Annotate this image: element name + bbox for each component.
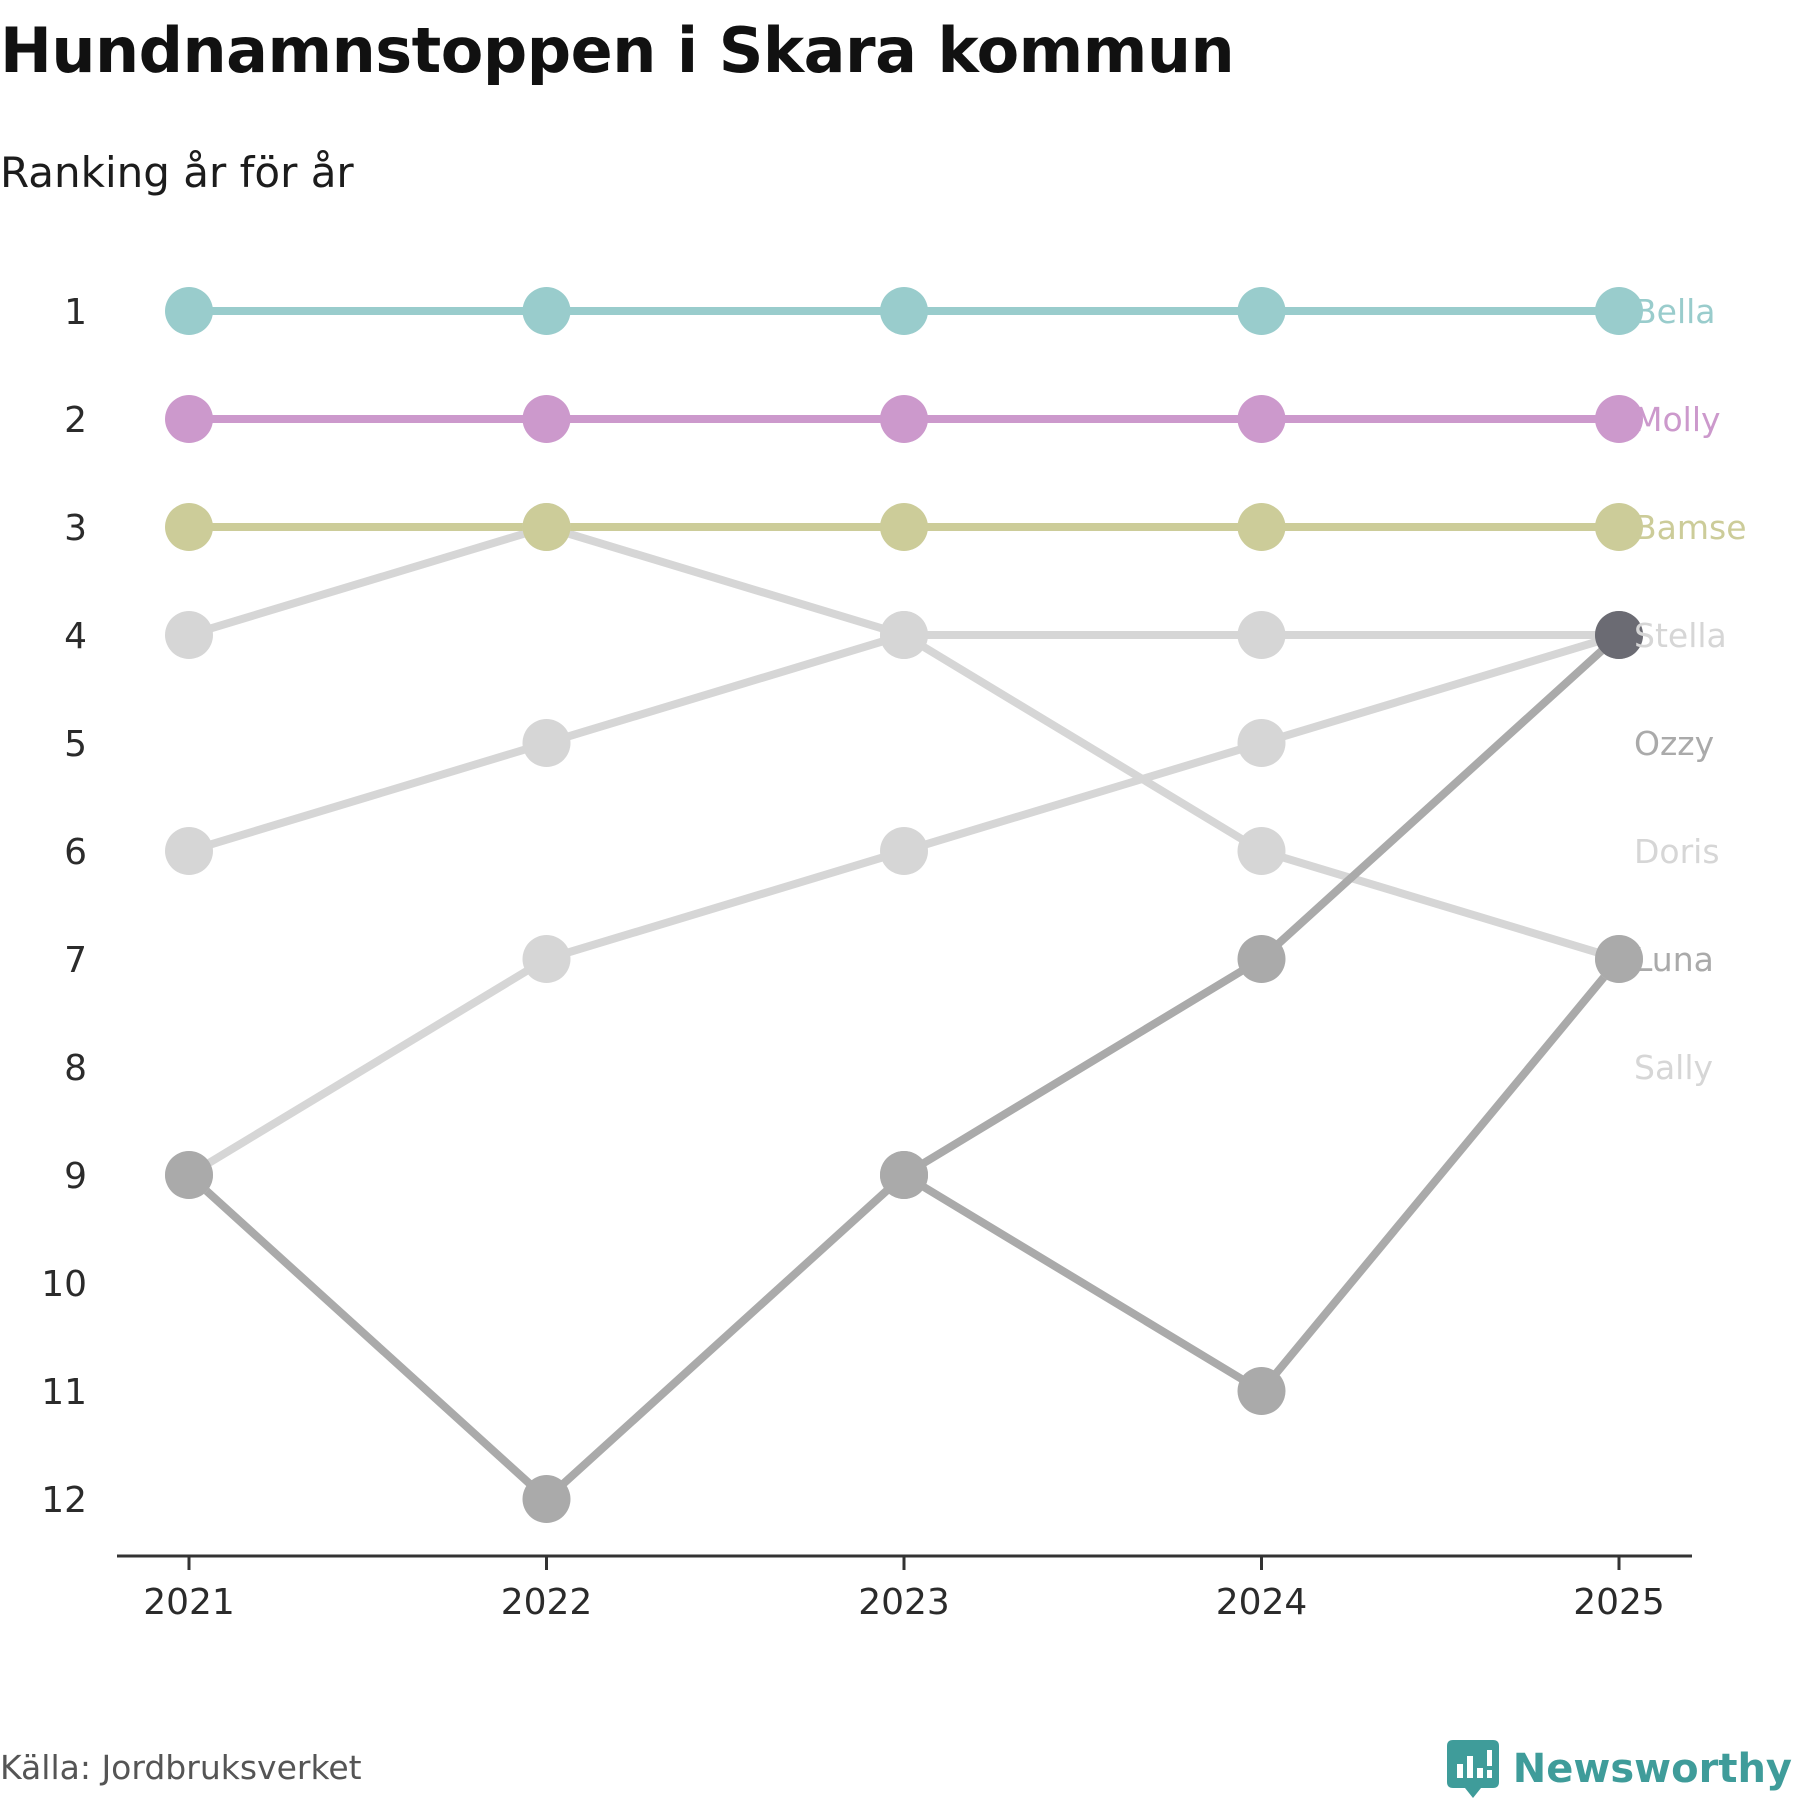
point-bamse <box>522 503 571 551</box>
x-axis: 2021 2022 2023 2024 2025 <box>117 1554 1692 1623</box>
x-tick-label: 2024 <box>1216 1582 1308 1623</box>
point-doris <box>1237 611 1286 659</box>
end-label-ozzy: Ozzy <box>1634 724 1714 763</box>
series-line-doris <box>187 631 1619 855</box>
y-tick-label: 11 <box>41 1372 87 1413</box>
y-tick-label: 4 <box>64 616 87 657</box>
series-line-sally <box>186 631 1621 1179</box>
end-label-molly: Molly <box>1634 400 1721 439</box>
end-label-sally: Sally <box>1634 1048 1713 1087</box>
point-stella <box>880 611 928 659</box>
point-stella <box>165 611 213 659</box>
series-line-luna <box>186 956 1623 1503</box>
point-sally <box>522 935 571 983</box>
point-stella <box>1237 827 1286 875</box>
x-tick-label: 2025 <box>1573 1582 1665 1623</box>
brand-logo[interactable]: Newsworthy <box>1446 1740 1792 1798</box>
point-molly <box>165 395 213 443</box>
point-bella <box>522 287 571 335</box>
end-label-stella: Stella <box>1634 616 1727 655</box>
point-bella <box>1595 287 1643 335</box>
end-label-bella: Bella <box>1634 292 1716 331</box>
y-tick-label: 12 <box>41 1480 87 1521</box>
point-molly <box>1237 395 1286 443</box>
point-doris <box>165 827 213 875</box>
source-note: Källa: Jordbruksverket <box>0 1748 362 1787</box>
end-label-doris: Doris <box>1634 832 1720 871</box>
end-label-luna: Luna <box>1634 940 1714 979</box>
y-tick-label: 8 <box>64 1048 87 1089</box>
point-bella <box>165 287 213 335</box>
end-label-bamse: Bamse <box>1634 508 1747 547</box>
point-bella <box>880 287 928 335</box>
point-bamse <box>1595 503 1643 551</box>
point-bamse <box>1237 503 1286 551</box>
point-luna <box>165 1151 213 1199</box>
y-tick-label: 9 <box>64 1156 87 1197</box>
x-tick-label: 2022 <box>501 1582 593 1623</box>
series-line-stella <box>187 523 1621 963</box>
point-ozzy <box>880 1151 928 1199</box>
point-bella <box>1237 287 1286 335</box>
y-tick-label: 2 <box>64 400 87 441</box>
y-tick-label: 6 <box>64 832 87 873</box>
series-points <box>165 287 1643 1523</box>
point-molly <box>880 395 928 443</box>
x-tick-label: 2021 <box>143 1582 235 1623</box>
point-sally <box>1237 719 1286 767</box>
chart-subtitle: Ranking år för år <box>0 148 354 197</box>
point-sally <box>880 827 928 875</box>
point-luna <box>522 1475 571 1523</box>
chart-title: Hundnamnstoppen i Skara kommun <box>0 14 1235 87</box>
point-molly <box>522 395 571 443</box>
y-tick-label: 5 <box>64 724 87 765</box>
series-lines <box>186 307 1623 1503</box>
point-bamse <box>880 503 928 551</box>
y-tick-label: 10 <box>41 1264 87 1305</box>
point-doris <box>522 719 571 767</box>
brand-name: Newsworthy <box>1512 1746 1792 1792</box>
end-labels: Bella Molly Bamse Stella Ozzy Doris Luna Sally <box>1634 292 1747 1087</box>
chart-bubble-icon <box>1446 1740 1499 1798</box>
y-tick-label: 7 <box>64 940 87 981</box>
point-luna <box>1595 935 1643 983</box>
point-ozzy <box>1237 935 1286 983</box>
point-luna <box>1237 1367 1286 1415</box>
y-tick-label: 3 <box>64 508 87 549</box>
y-tick-label: 1 <box>64 292 87 333</box>
x-tick-label: 2023 <box>858 1582 950 1623</box>
point-overlap <box>1595 611 1643 659</box>
point-molly <box>1595 395 1643 443</box>
point-bamse <box>165 503 213 551</box>
